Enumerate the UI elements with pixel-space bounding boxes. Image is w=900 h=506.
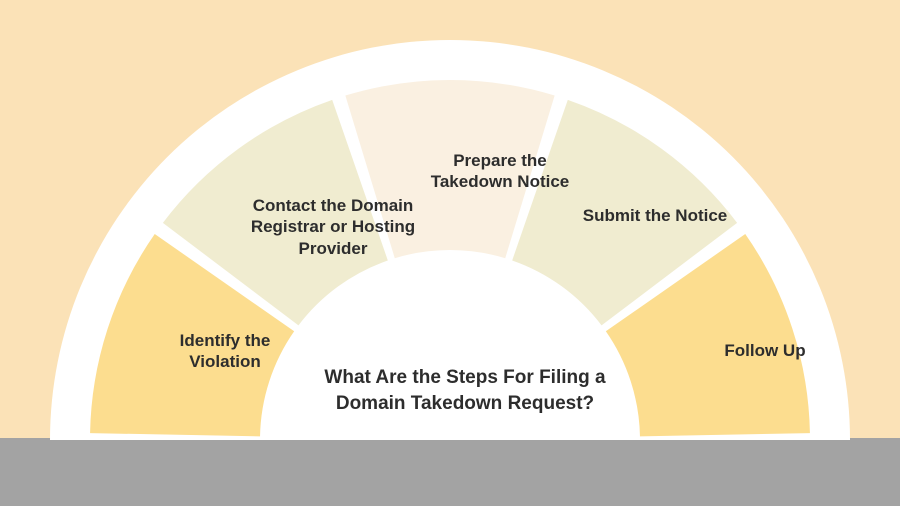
center-title: What Are the Steps For Filing a Domain T… xyxy=(310,365,620,416)
segment-label-1: Contact the Domain Registrar or Hosting … xyxy=(248,195,418,259)
segment-label-4: Follow Up xyxy=(690,340,840,361)
bottom-bar xyxy=(0,438,900,506)
segment-label-0: Identify the Violation xyxy=(150,330,300,373)
segment-label-3: Submit the Notice xyxy=(575,205,735,226)
half-donut-chart: Identify the Violation Contact the Domai… xyxy=(50,40,850,440)
segment-label-2: Prepare the Takedown Notice xyxy=(420,150,580,193)
